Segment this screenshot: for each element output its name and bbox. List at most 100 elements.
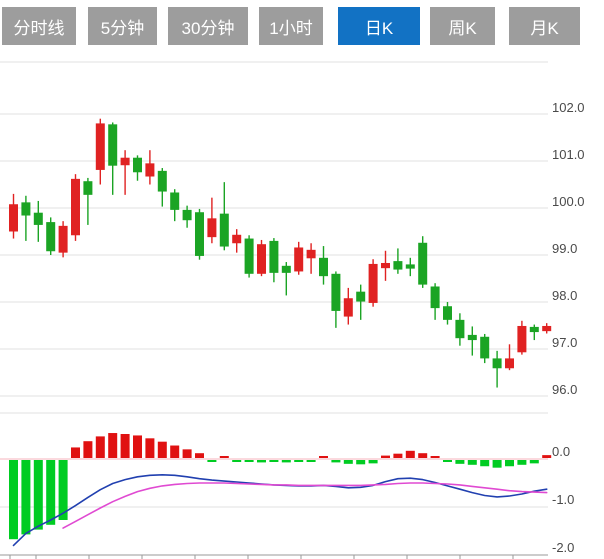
macd-bar-negative xyxy=(529,460,539,464)
macd-bar-negative xyxy=(517,460,527,465)
macd-bar-negative xyxy=(9,460,18,540)
macd-bar-negative xyxy=(21,460,31,535)
macd-axis-label: -2.0 xyxy=(552,540,574,555)
macd-bar-negative xyxy=(467,460,477,465)
macd-bar-positive xyxy=(195,453,204,458)
candle-down xyxy=(21,202,31,216)
candle-wick xyxy=(87,177,89,225)
candle-down xyxy=(393,261,403,270)
candle-down xyxy=(244,238,254,274)
candle-down xyxy=(83,181,93,195)
macd-bar-positive xyxy=(157,441,167,458)
macd-bar-positive xyxy=(182,449,192,458)
candle-up xyxy=(542,325,552,332)
macd-bar-negative xyxy=(244,460,254,462)
macd-axis-label: 0.0 xyxy=(552,444,570,459)
candle-up xyxy=(95,123,105,170)
price-axis-label: 98.0 xyxy=(552,288,577,303)
macd-bar-positive xyxy=(133,435,142,458)
candle-down xyxy=(480,336,490,359)
macd-bar-positive xyxy=(145,438,155,458)
macd-bar-positive xyxy=(418,453,428,458)
candle-up xyxy=(120,157,130,166)
candle-down xyxy=(430,286,440,309)
macd-bar-negative xyxy=(343,460,353,464)
macd-bar-negative xyxy=(356,460,366,465)
candle-down xyxy=(195,212,204,256)
price-axis-label: 100.0 xyxy=(552,194,585,209)
macd-bar-positive xyxy=(108,433,118,458)
candle-down xyxy=(157,170,167,192)
candle-up xyxy=(343,298,353,317)
macd-bar-positive xyxy=(381,455,390,458)
macd-bar-positive xyxy=(83,441,93,458)
candle-down xyxy=(182,209,192,221)
candle-down xyxy=(331,273,341,311)
candle-wick xyxy=(533,324,535,341)
macd-bar-positive xyxy=(120,434,130,458)
macd-bar-negative xyxy=(368,460,378,464)
candle-down xyxy=(455,319,465,339)
macd-bar-negative xyxy=(505,460,514,467)
candle-wick xyxy=(310,243,312,274)
tab-timeline[interactable]: 分时线 xyxy=(2,7,76,45)
candle-down xyxy=(319,257,328,277)
macd-bar-negative xyxy=(58,460,68,520)
tab-1hour[interactable]: 1小时 xyxy=(259,7,323,45)
macd-bar-positive xyxy=(430,456,440,458)
macd-bar-positive xyxy=(405,450,415,458)
macd-axis-label: -1.0 xyxy=(552,492,574,507)
macd-bar-positive xyxy=(542,455,552,458)
tab-weekly-k[interactable]: 周K xyxy=(430,7,495,45)
price-axis-label: 96.0 xyxy=(552,382,577,397)
candle-down xyxy=(269,240,279,273)
macd-bar-positive xyxy=(319,456,328,458)
macd-bar-positive xyxy=(71,447,80,458)
macd-bar-negative xyxy=(492,460,502,468)
tab-daily-k[interactable]: 日K xyxy=(338,7,420,45)
candle-down xyxy=(281,265,291,273)
price-axis-label: 97.0 xyxy=(552,335,577,350)
candle-down xyxy=(356,291,366,302)
macd-bar-negative xyxy=(46,460,56,525)
candle-down xyxy=(133,157,142,173)
candle-wick xyxy=(285,262,287,296)
candle-up xyxy=(58,225,68,253)
candle-up xyxy=(294,247,304,272)
candle-down xyxy=(467,334,477,341)
candle-up xyxy=(257,244,266,274)
tab-30min[interactable]: 30分钟 xyxy=(168,7,248,45)
candle-down xyxy=(219,213,229,247)
price-axis-label: 102.0 xyxy=(552,100,585,115)
candle-up xyxy=(381,262,390,269)
candle-down xyxy=(418,242,428,285)
candle-down xyxy=(492,358,502,369)
macd-bar-negative xyxy=(269,460,279,462)
candle-down xyxy=(108,124,118,166)
candle-up xyxy=(145,163,155,177)
candle-wick xyxy=(508,344,511,371)
candle-down xyxy=(46,222,56,252)
candle-up xyxy=(306,249,316,259)
macd-bar-positive xyxy=(170,445,180,458)
tab-5min[interactable]: 5分钟 xyxy=(88,7,157,45)
interval-tabbar: 分时线 5分钟 30分钟 1小时 日K 周K 月K xyxy=(2,7,580,45)
candle-down xyxy=(405,264,415,269)
candle-up xyxy=(368,263,378,303)
dea-line xyxy=(62,482,548,529)
macd-bar-negative xyxy=(455,460,465,464)
macd-bar-negative xyxy=(443,460,452,462)
candle-wick xyxy=(25,195,27,241)
candle-down xyxy=(170,192,180,210)
macd-bar-negative xyxy=(257,460,266,463)
candle-up xyxy=(71,178,80,236)
candle-wick xyxy=(360,284,362,320)
macd-bar-positive xyxy=(95,436,105,458)
macd-bar-positive xyxy=(219,456,229,458)
candle-down xyxy=(529,326,539,333)
candle-wick xyxy=(124,150,126,195)
tab-monthly-k[interactable]: 月K xyxy=(509,7,580,45)
candle-down xyxy=(33,212,43,225)
